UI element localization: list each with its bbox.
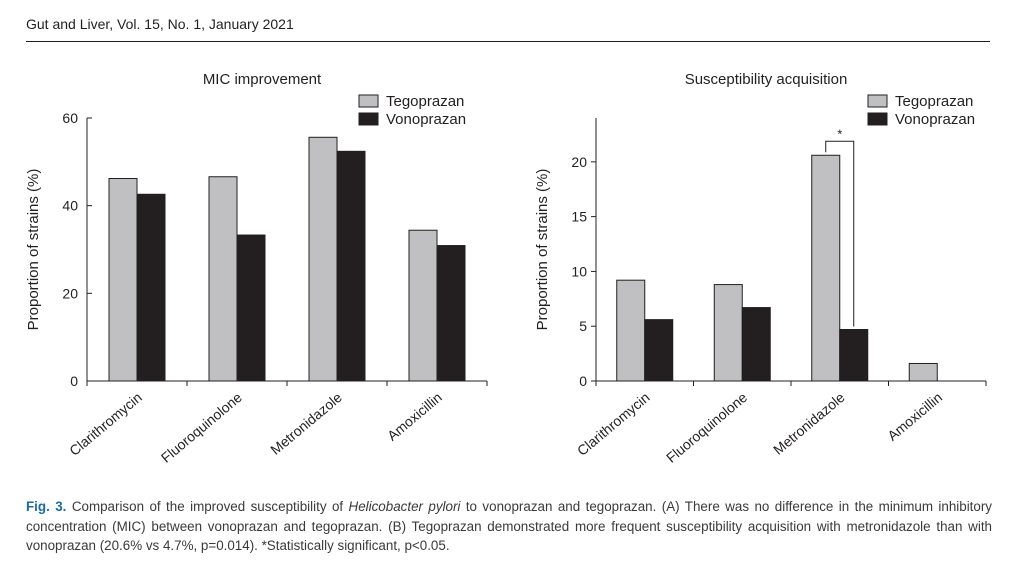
figure-caption: Fig. 3. Comparison of the improved susce… (26, 497, 992, 556)
legend-label-tegoprazan: Tegoprazan (895, 93, 973, 110)
header-rule (26, 41, 990, 42)
journal-running-head: Gut and Liver, Vol. 15, No. 1, January 2… (26, 16, 294, 32)
significance-bracket (825, 140, 855, 327)
legend-swatch-vonoprazan (358, 112, 379, 126)
bar-vonoprazan-fluoroquinolone (236, 234, 266, 382)
significance-star: * (837, 126, 842, 141)
bar-tegoprazan-amoxicillin (408, 229, 438, 382)
caption-text-1: Comparison of the improved susceptibilit… (66, 499, 349, 514)
x-tick-label-amoxicillin: Amoxicillin (384, 389, 445, 444)
y-tick-label: 40 (62, 198, 78, 214)
caption-italic: Helicobacter pylori (348, 499, 461, 514)
legend-swatch-tegoprazan (358, 94, 379, 108)
bar-tegoprazan-amoxicillin (908, 362, 938, 382)
bar-vonoprazan-metronidazole (336, 150, 366, 382)
x-tick-label-fluoroquinolone: Fluoroquinolone (158, 389, 245, 466)
legend-label-vonoprazan: Vonoprazan (386, 111, 466, 128)
legend-swatch-vonoprazan (867, 112, 888, 126)
y-tick-label: 10 (571, 263, 587, 279)
bar-vonoprazan-amoxicillin (436, 245, 466, 382)
y-axis-label: Proportion of strains (%) (534, 169, 551, 331)
bar-vonoprazan-clarithromycin (136, 193, 166, 382)
caption-label: Fig. 3. (26, 499, 67, 514)
bar-tegoprazan-metronidazole (308, 136, 338, 382)
bar-tegoprazan-clarithromycin (616, 279, 646, 382)
bar-tegoprazan-fluoroquinolone (713, 284, 743, 382)
y-tick-label: 5 (579, 318, 587, 334)
mic-improvement-chart: MIC improvement Proportion of strains (%)… (25, 71, 488, 466)
bar-vonoprazan-clarithromycin (644, 319, 674, 382)
x-tick-label-metronidazole: Metronidazole (267, 389, 345, 458)
bar-vonoprazan-metronidazole (839, 328, 869, 382)
bar-vonoprazan-fluoroquinolone (741, 307, 771, 382)
legend-label-vonoprazan: Vonoprazan (895, 111, 975, 128)
caption-text-2: to vonoprazan and tegoprazan. (A) There … (26, 499, 992, 553)
y-tick-label: 15 (571, 209, 587, 225)
bar-tegoprazan-metronidazole (811, 154, 841, 382)
y-tick-label: 20 (62, 285, 78, 301)
susceptibility-acquisition-chart: Susceptibility acquisition Proportion of … (534, 71, 987, 466)
y-tick-label: 20 (571, 154, 587, 170)
legend-label-tegoprazan: Tegoprazan (386, 93, 464, 110)
x-tick-label-clarithromycin: Clarithromycin (574, 389, 653, 459)
x-tick-label-amoxicillin: Amoxicillin (884, 389, 945, 444)
y-axis-label: Proportion of strains (%) (25, 169, 42, 331)
chart-title: Susceptibility acquisition (685, 71, 848, 88)
y-tick-label: 60 (62, 110, 78, 126)
bar-tegoprazan-clarithromycin (108, 177, 138, 382)
y-tick-label: 0 (70, 373, 78, 389)
legend-swatch-tegoprazan (867, 94, 888, 108)
x-tick-label-fluoroquinolone: Fluoroquinolone (663, 389, 750, 466)
x-tick-label-clarithromycin: Clarithromycin (66, 389, 145, 459)
chart-title: MIC improvement (203, 71, 322, 88)
x-tick-label-metronidazole: Metronidazole (770, 389, 848, 458)
y-tick-label: 0 (579, 373, 587, 389)
bar-tegoprazan-fluoroquinolone (208, 176, 238, 382)
